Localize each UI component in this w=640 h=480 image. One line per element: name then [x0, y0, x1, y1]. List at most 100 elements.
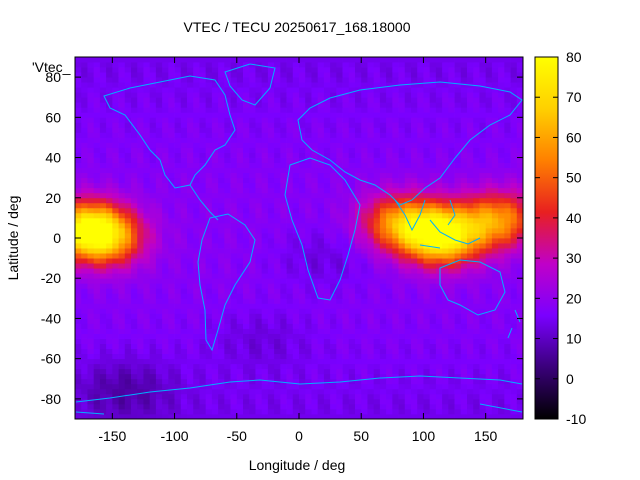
heatmap-cell — [305, 167, 312, 174]
heatmap-cell — [411, 368, 418, 375]
heatmap-cell — [131, 127, 138, 133]
heatmap-cell — [299, 202, 306, 209]
heatmap-cell — [218, 268, 225, 274]
heatmap-cell — [311, 268, 319, 274]
heatmap-cell — [87, 248, 95, 254]
heatmap-cell — [218, 273, 225, 279]
heatmap-cell — [143, 263, 151, 269]
heatmap-cell — [467, 323, 474, 329]
heatmap-cell — [485, 227, 493, 234]
heatmap-cell — [479, 238, 487, 244]
heatmap-cell — [442, 92, 449, 98]
heatmap-cell — [323, 268, 331, 274]
heatmap-cell — [373, 318, 381, 324]
heatmap-cell — [224, 243, 231, 249]
heatmap-cell — [454, 162, 462, 169]
heatmap-cell — [467, 333, 474, 339]
heatmap-cell — [479, 122, 487, 128]
heatmap-cell — [106, 227, 113, 234]
heatmap-cell — [516, 172, 524, 179]
heatmap-cell — [379, 222, 387, 229]
heatmap-cell — [361, 288, 368, 294]
heatmap-cell — [342, 212, 350, 219]
heatmap-cell — [323, 398, 331, 405]
heatmap-cell — [280, 172, 287, 179]
heatmap-cell — [218, 333, 225, 339]
heatmap-cell — [498, 253, 505, 259]
heatmap-cell — [143, 232, 151, 239]
heatmap-cell — [99, 117, 107, 123]
heatmap-cell — [491, 388, 499, 395]
heatmap-cell — [423, 162, 431, 169]
heatmap-cell — [411, 152, 418, 158]
heatmap-cell — [467, 353, 474, 360]
heatmap-cell — [211, 338, 219, 344]
heatmap-cell — [504, 217, 511, 224]
heatmap-cell — [106, 388, 113, 395]
heatmap-cell — [454, 182, 462, 189]
heatmap-cell — [411, 253, 418, 259]
heatmap-cell — [361, 92, 368, 98]
heatmap-cell — [131, 72, 138, 78]
heatmap-cell — [348, 313, 356, 319]
heatmap-cell — [118, 82, 126, 88]
heatmap-cell — [274, 137, 281, 143]
heatmap-cell — [124, 167, 132, 174]
heatmap-cell — [510, 137, 518, 143]
heatmap-cell — [205, 162, 213, 169]
heatmap-cell — [467, 147, 474, 153]
heatmap-cell — [299, 338, 306, 344]
heatmap-cell — [348, 207, 356, 214]
heatmap-cell — [423, 263, 431, 269]
heatmap-cell — [81, 87, 88, 93]
heatmap-cell — [211, 207, 219, 214]
heatmap-cell — [435, 162, 443, 169]
heatmap-cell — [348, 318, 356, 324]
heatmap-cell — [286, 333, 294, 339]
heatmap-cell — [379, 388, 387, 395]
heatmap-cell — [118, 363, 126, 370]
heatmap-cell — [230, 398, 238, 405]
heatmap-cell — [516, 303, 524, 309]
heatmap-cell — [348, 333, 356, 339]
heatmap-cell — [423, 142, 431, 148]
heatmap-cell — [267, 192, 275, 199]
heatmap-cell — [355, 258, 362, 264]
heatmap-cell — [199, 122, 207, 128]
heatmap-cell — [460, 232, 468, 239]
heatmap-cell — [99, 413, 107, 420]
heatmap-cell — [367, 413, 375, 420]
heatmap-cell — [336, 383, 343, 390]
heatmap-cell — [243, 373, 250, 380]
heatmap-cell — [398, 77, 406, 83]
heatmap-cell — [311, 348, 319, 355]
heatmap-cell — [131, 363, 138, 370]
heatmap-cell — [162, 313, 169, 319]
heatmap-cell — [448, 117, 455, 123]
heatmap-cell — [99, 87, 107, 93]
heatmap-cell — [423, 82, 431, 88]
heatmap-cell — [93, 112, 101, 118]
heatmap-cell — [267, 132, 275, 138]
heatmap-cell — [498, 323, 505, 329]
heatmap-cell — [448, 137, 455, 143]
heatmap-cell — [491, 82, 499, 88]
heatmap-cell — [143, 107, 151, 113]
heatmap-cell — [162, 132, 169, 138]
heatmap-cell — [112, 152, 119, 158]
heatmap-cell — [392, 308, 399, 314]
heatmap-cell — [106, 107, 113, 113]
heatmap-cell — [180, 403, 188, 410]
heatmap-cell — [379, 232, 387, 239]
heatmap-cell — [249, 207, 256, 214]
heatmap-cell — [174, 268, 182, 274]
heatmap-cell — [429, 278, 437, 284]
heatmap-cell — [510, 358, 518, 365]
heatmap-cell — [211, 132, 219, 138]
heatmap-cell — [435, 92, 443, 98]
heatmap-cell — [292, 258, 300, 264]
heatmap-cell — [429, 318, 437, 324]
heatmap-cell — [155, 288, 163, 294]
heatmap-cell — [367, 243, 375, 249]
heatmap-cell — [460, 358, 468, 365]
